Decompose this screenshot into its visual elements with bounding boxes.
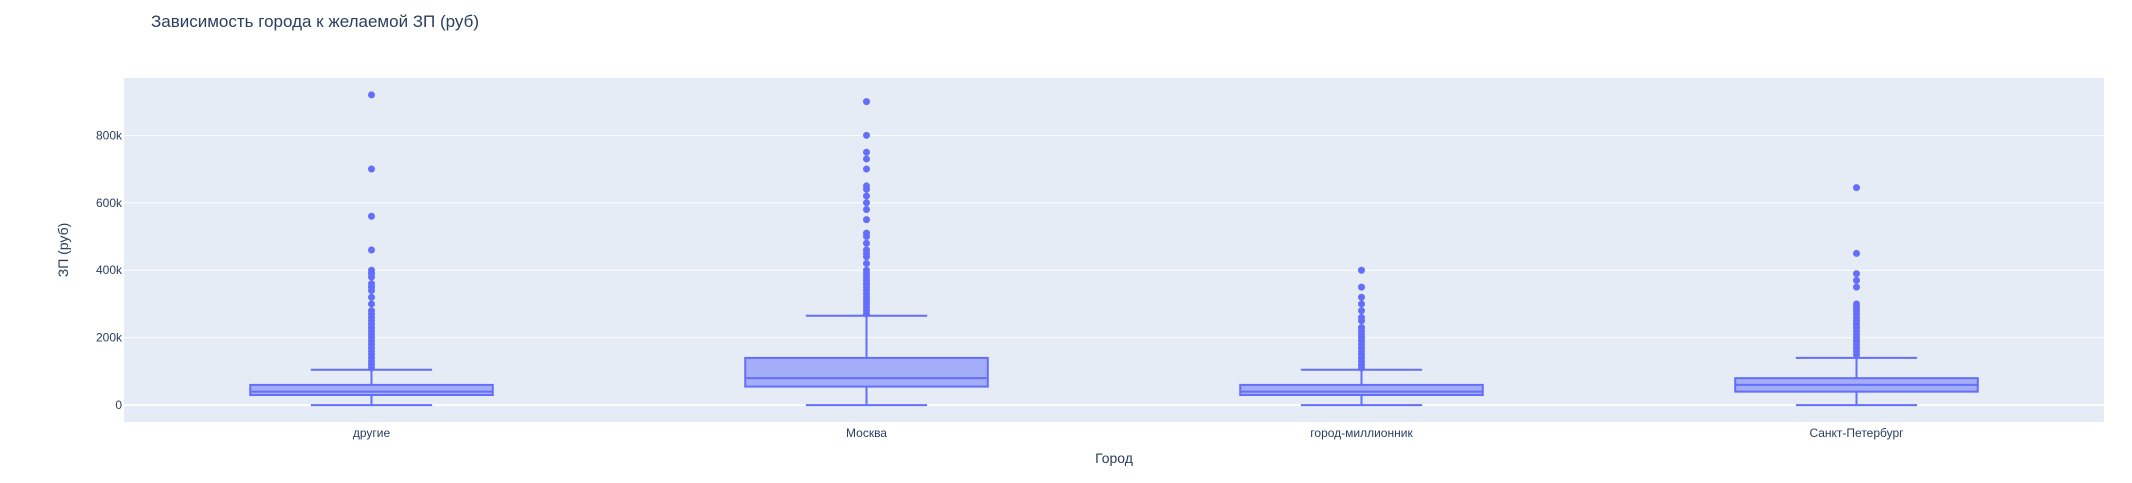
box-trace	[1239, 266, 1484, 407]
outlier-point	[863, 155, 870, 163]
outlier-point	[863, 206, 870, 214]
outlier-point	[368, 300, 375, 308]
box-trace	[744, 98, 989, 407]
outlier-point	[863, 148, 870, 156]
x-tick-label: Санкт-Петербург	[1809, 426, 1904, 440]
x-tick-label: другие	[353, 426, 391, 440]
outlier-point	[863, 216, 870, 224]
outlier-point	[863, 165, 870, 173]
outlier-point	[368, 246, 375, 254]
outlier-point	[368, 293, 375, 301]
outlier-point	[1358, 313, 1365, 321]
outlier-point	[1853, 283, 1860, 291]
outlier-point	[1853, 184, 1860, 192]
outlier-point	[863, 246, 870, 254]
box-trace	[1734, 184, 1979, 407]
outlier-point	[368, 91, 375, 99]
y-tick-label: 800k	[96, 128, 123, 142]
chart-title: Зависимость города к желаемой ЗП (руб)	[151, 12, 479, 31]
y-tick-label: 600k	[96, 196, 123, 210]
outlier-point	[1358, 300, 1365, 308]
outlier-point	[1358, 293, 1365, 301]
x-axis-ticks: другие Москва город-миллионник Санкт-Петерб…	[353, 426, 1904, 440]
outlier-point	[1853, 249, 1860, 257]
outlier-point	[368, 307, 375, 315]
outlier-point	[1853, 270, 1860, 278]
y-axis-label: ЗП (руб)	[55, 223, 71, 278]
outlier-point	[863, 266, 870, 274]
outlier-point	[1358, 307, 1365, 315]
outlier-point	[863, 131, 870, 139]
outlier-point	[863, 239, 870, 247]
outlier-point	[1853, 276, 1860, 284]
box-iqr	[744, 356, 989, 388]
outlier-point	[863, 229, 870, 237]
outlier-point	[863, 199, 870, 207]
outlier-point	[863, 192, 870, 200]
outlier-point	[1358, 266, 1365, 274]
boxes	[249, 91, 1979, 407]
outlier-point	[1853, 300, 1860, 308]
box-iqr	[249, 383, 494, 397]
y-tick-label: 400k	[96, 263, 123, 277]
y-axis-ticks: 0 200k 400k 600k 800k	[96, 128, 123, 412]
outlier-point	[368, 165, 375, 173]
outlier-point	[368, 280, 375, 288]
x-tick-label: город-миллионник	[1310, 426, 1413, 440]
y-tick-label: 0	[115, 398, 122, 412]
outlier-point	[368, 266, 375, 274]
outlier-point	[1358, 324, 1365, 332]
outlier-point	[863, 259, 870, 267]
grid-lines	[124, 134, 2104, 407]
outlier-point	[863, 98, 870, 106]
box-trace	[249, 91, 494, 407]
x-axis-label: Город	[1095, 450, 1133, 466]
box-iqr	[1239, 383, 1484, 397]
outlier-point	[1358, 283, 1365, 291]
x-tick-label: Москва	[846, 426, 887, 440]
outlier-point	[863, 182, 870, 190]
y-tick-label: 200k	[96, 331, 123, 345]
outlier-point	[368, 212, 375, 220]
